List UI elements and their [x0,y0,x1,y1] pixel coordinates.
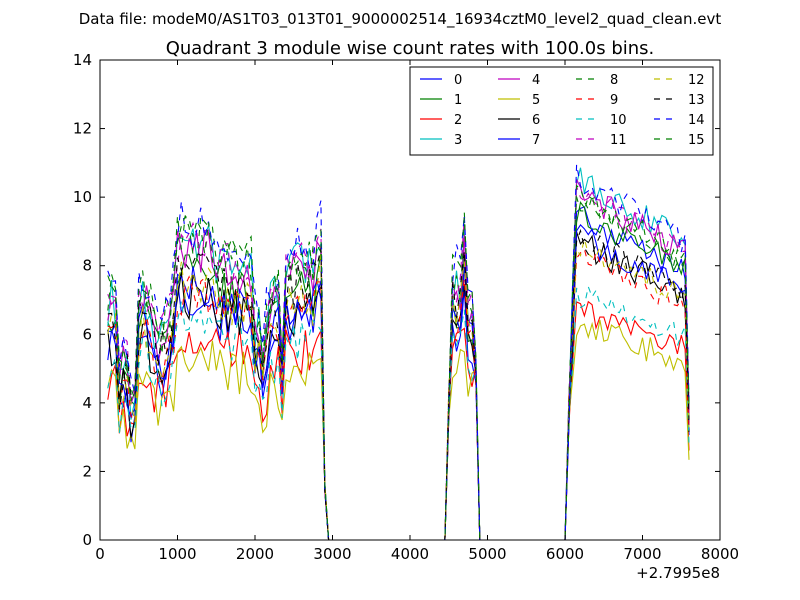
x-tick-label: 8000 [701,545,739,563]
x-tick-label: 6000 [546,545,584,563]
chart-title: Quadrant 3 module wise count rates with … [166,38,655,59]
y-tick-label: 0 [82,531,92,549]
y-tick-label: 10 [73,188,92,206]
legend-label: 3 [454,133,462,148]
legend-label: 8 [610,73,618,88]
legend-label: 11 [610,133,627,148]
legend-label: 9 [610,93,618,108]
y-tick-label: 12 [73,120,92,138]
y-tick-label: 6 [82,325,92,343]
legend-label: 14 [688,113,705,128]
legend-label: 2 [454,113,462,128]
legend-label: 13 [688,93,705,108]
legend-label: 5 [532,93,540,108]
legend-label: 4 [532,73,540,88]
series-line-10 [107,284,690,540]
y-tick-label: 4 [82,394,92,412]
legend-label: 0 [454,73,462,88]
legend-label: 12 [688,73,705,88]
series-line-15 [107,184,690,540]
axis-ticks: 0 1000 2000 3000 4000 5000 6000 7000 80000246810… [73,51,739,563]
x-tick-label: 1000 [158,545,196,563]
legend-label: 6 [532,113,540,128]
suptitle: Data file: modeM0/AS1T03_013T01_90000025… [79,10,722,29]
series-line-7 [107,224,690,540]
series-line-6 [107,231,690,540]
y-tick-label: 14 [73,51,92,69]
legend-label: 7 [532,133,540,148]
x-tick-label: 2000 [236,545,274,563]
legend-label: 15 [688,133,705,148]
x-tick-label: 7000 [623,545,661,563]
series-line-4 [107,179,690,540]
series-line-8 [107,195,690,540]
x-offset-label: +2.7995e8 [636,564,720,582]
x-tick-label: 3000 [313,545,351,563]
y-tick-label: 8 [82,257,92,275]
x-tick-label: 4000 [391,545,429,563]
plot-lines [107,164,690,540]
x-tick-label: 5000 [468,545,506,563]
series-line-2 [107,300,690,540]
series-line-11 [107,186,690,540]
x-tick-label: 0 [95,545,105,563]
legend-label: 10 [610,113,627,128]
series-line-13 [107,228,690,540]
series-line-14 [107,164,690,540]
series-line-5 [107,319,690,540]
legend-frame [409,66,714,156]
legend-label: 1 [454,93,462,108]
series-line-12 [107,238,690,540]
y-tick-label: 2 [82,462,92,480]
